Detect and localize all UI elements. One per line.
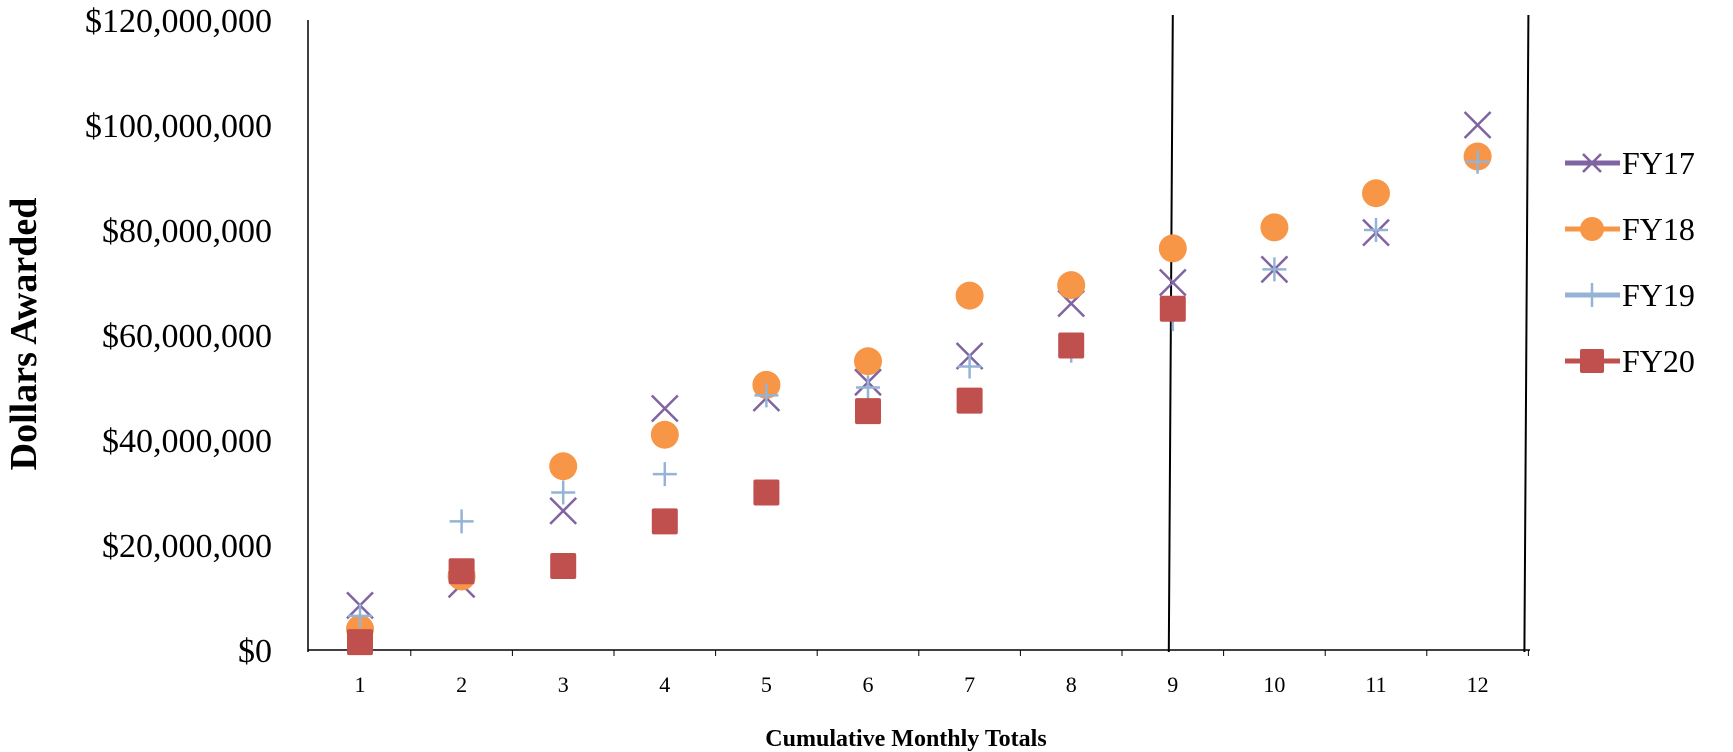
data-point-fy19: [652, 462, 677, 487]
data-point-fy19: [754, 383, 779, 408]
data-point-fy19: [1465, 149, 1490, 174]
data-point-fy17: [1463, 111, 1492, 139]
data-point-fy18: [955, 281, 984, 310]
legend-label-fy18: FY18: [1622, 211, 1695, 247]
x-tick-label: 12: [1467, 672, 1489, 697]
x-tick-label: 5: [761, 672, 772, 697]
data-point-fy19: [1364, 218, 1388, 242]
y-tick-label: $120,000,000: [85, 3, 272, 40]
legend-marker-fy18: [1580, 217, 1604, 241]
data-point-fy18: [854, 347, 882, 376]
x-tick-label: 4: [659, 672, 670, 697]
data-point-fy19: [449, 509, 474, 534]
legend: FY17 FY18 FY19 FY20: [1565, 145, 1695, 379]
legend-marker-fy20: [1580, 349, 1604, 373]
y-tick-label: $0: [238, 633, 272, 670]
x-tick-label: 10: [1263, 672, 1285, 697]
y-tick-label: $100,000,000: [85, 108, 272, 145]
data-point-fy18: [1362, 179, 1390, 208]
x-tick-label: 6: [863, 672, 874, 697]
y-tick-label: $80,000,000: [102, 213, 272, 250]
x-tick-label: 8: [1066, 672, 1077, 697]
legend-label-fy17: FY17: [1622, 145, 1695, 181]
data-point-fy19: [551, 480, 576, 505]
chart-axes: [307, 20, 1530, 652]
x-axis-label: Cumulative Monthly Totals: [765, 726, 1046, 752]
reference-lines: [1167, 14, 1530, 653]
series-fy19: [348, 149, 1490, 628]
data-point-fy19: [1262, 257, 1287, 282]
data-point-fy20: [550, 553, 577, 579]
legend-label-fy20: FY20: [1622, 343, 1695, 379]
legend-label-fy19: FY19: [1622, 277, 1695, 313]
data-point-fy19: [856, 375, 880, 400]
x-tick-label: 2: [456, 672, 467, 697]
x-tick-label: 7: [964, 672, 975, 697]
data-point-fy20: [1159, 295, 1186, 322]
vertical-reference-line: [1523, 14, 1530, 653]
data-point-fy20: [855, 398, 881, 425]
data-points: [346, 111, 1492, 656]
series-fy18: [346, 142, 1492, 643]
legend-marker-fy19: [1580, 283, 1604, 307]
series-fy20: [347, 295, 1186, 656]
data-point-fy20: [347, 629, 373, 656]
data-point-fy20: [753, 479, 780, 506]
x-tick-label: 3: [558, 672, 569, 697]
y-tick-label: $40,000,000: [102, 423, 272, 460]
data-point-fy20: [1058, 332, 1085, 359]
data-point-fy17: [549, 496, 578, 525]
data-point-fy18: [1057, 271, 1086, 300]
data-point-fy18: [549, 452, 578, 481]
x-tick-label: 1: [355, 672, 366, 697]
y-axis-label: Dollars Awarded: [3, 198, 45, 471]
data-point-fy19: [348, 603, 372, 628]
data-point-fy17: [650, 394, 679, 423]
legend-marker-fy17: [1582, 153, 1602, 173]
y-tick-label: $60,000,000: [102, 318, 272, 355]
x-tick-label: 11: [1365, 672, 1386, 697]
x-axis-ticks: 1 2 3 4 5 6 7 8 9 10 11 12: [355, 650, 1529, 697]
data-point-fy18: [650, 420, 679, 449]
x-tick-label: 9: [1167, 672, 1178, 697]
data-point-fy20: [651, 508, 678, 535]
data-point-fy20: [956, 387, 983, 414]
data-point-fy19: [957, 354, 982, 379]
data-point-fy18: [1158, 234, 1187, 263]
data-point-fy18: [1260, 213, 1289, 242]
vertical-reference-line: [1167, 14, 1174, 653]
y-axis-ticks: $0 $20,000,000 $40,000,000 $60,000,000 $80,0…: [85, 3, 272, 670]
data-point-fy20: [448, 558, 475, 585]
y-tick-label: $20,000,000: [102, 528, 272, 565]
series-fy17: [346, 111, 1492, 620]
data-point-fy17: [1158, 268, 1187, 297]
